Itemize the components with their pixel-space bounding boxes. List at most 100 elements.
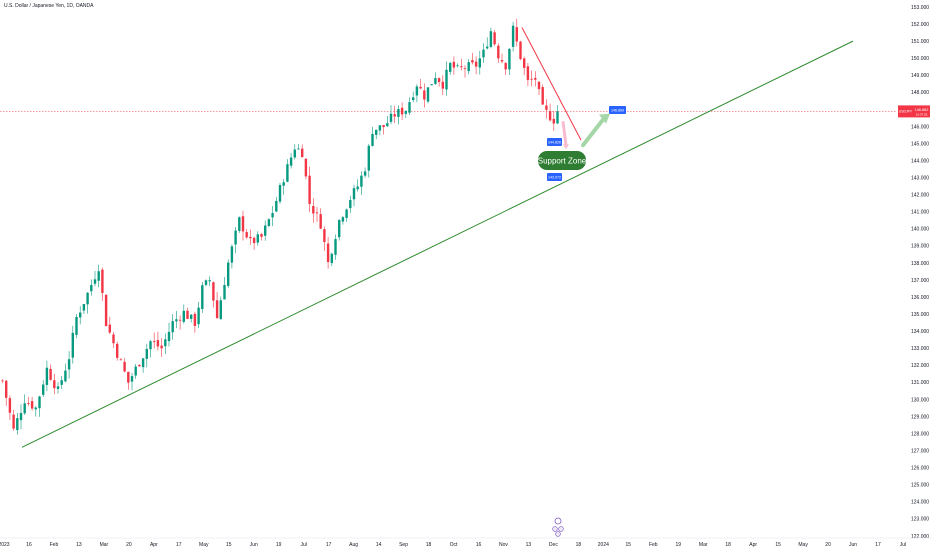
- price-tick-label: 153.000: [911, 5, 929, 11]
- candle-body: [27, 403, 30, 404]
- time-axis[interactable]: 2023 16 Feb 13 Mar 20 Apr 17 May 15 Jun 19 Jul 17 Aug 1…: [0, 542, 906, 548]
- event-marker-icon[interactable]: [558, 526, 564, 532]
- candle-body: [308, 175, 311, 204]
- candle-body: [64, 370, 67, 382]
- candle-body: [412, 97, 415, 101]
- projection-arrow: [561, 113, 610, 150]
- time-tick-label: Jul: [900, 542, 906, 548]
- candle-body: [530, 78, 533, 80]
- time-tick-label: 18: [725, 542, 731, 548]
- time-tick-label: Mar: [699, 542, 708, 548]
- price-tick-label: 124.000: [911, 500, 929, 506]
- candle-body: [241, 216, 245, 232]
- candle-body: [345, 209, 348, 218]
- time-tick-label: 18: [576, 542, 582, 548]
- candle-body: [219, 300, 222, 320]
- candle-body: [90, 285, 93, 292]
- candle-body: [71, 332, 74, 358]
- candle-body: [93, 279, 97, 284]
- candle-body: [323, 229, 326, 243]
- candle-body: [397, 109, 400, 117]
- price-tick-label: 132.000: [911, 363, 929, 369]
- candle-body: [378, 125, 382, 131]
- candle-body: [145, 348, 148, 359]
- price-tick-label: 135.000: [911, 312, 929, 318]
- candle-body: [42, 384, 45, 395]
- candle-body: [160, 345, 163, 349]
- svg-text:143.972: 143.972: [548, 176, 561, 180]
- price-tick-label: 134.000: [911, 329, 929, 335]
- price-tick-label: 139.000: [911, 244, 929, 250]
- candles: [1, 18, 559, 435]
- candle-body: [256, 234, 259, 243]
- candle-body: [504, 62, 507, 70]
- chart-title: U.S. Dollar / Japanese Yen, 1D, OANDA: [4, 3, 94, 9]
- candle-body: [215, 300, 219, 319]
- price-tick-label: 143.000: [911, 175, 929, 181]
- time-tick-label: Apr: [150, 542, 158, 548]
- time-tick-label: 20: [825, 542, 831, 548]
- candle-body: [97, 271, 100, 281]
- price-tick-label: 127.000: [911, 448, 929, 454]
- time-tick-label: 15: [626, 542, 632, 548]
- event-marker-icon[interactable]: [555, 531, 561, 537]
- price-tick-label: 126.000: [911, 466, 929, 472]
- candle-body: [441, 81, 444, 89]
- candle-body: [116, 343, 119, 358]
- candle-body: [293, 149, 296, 158]
- time-tick-label: Jun: [849, 542, 857, 548]
- candle-body: [197, 307, 200, 325]
- candle-body: [60, 380, 63, 385]
- event-marker-icon[interactable]: [554, 517, 562, 525]
- candle-body: [449, 62, 452, 72]
- candle-body: [393, 114, 396, 117]
- candle-body: [260, 234, 263, 237]
- candle-body: [190, 314, 193, 319]
- candle-body: [286, 164, 289, 182]
- time-tick-label: 15: [775, 542, 781, 548]
- candle-body: [252, 237, 256, 244]
- time-tick-label: 17: [875, 542, 881, 548]
- candle-body: [167, 331, 171, 342]
- candle-body: [23, 403, 26, 414]
- candle-body: [16, 418, 19, 431]
- candle-body: [493, 32, 496, 45]
- time-tick-label: Dec: [549, 542, 558, 548]
- time-tick-label: 17: [326, 542, 332, 548]
- time-tick-label: 19: [675, 542, 681, 548]
- candle-body: [367, 145, 370, 171]
- price-tick-label: 148.000: [911, 90, 929, 96]
- time-tick-label: 20: [126, 542, 132, 548]
- candle-body: [127, 371, 130, 383]
- candle-body: [208, 280, 211, 282]
- candle-body: [534, 78, 537, 80]
- price-tick-label: 122.000: [911, 534, 929, 540]
- candle-body: [360, 175, 363, 187]
- candle-body: [153, 341, 156, 343]
- event-marker-icon[interactable]: [552, 526, 558, 532]
- price-tick-label: 133.000: [911, 346, 929, 352]
- current-price-tag: USDJPY 146.882 16:37:25: [898, 105, 930, 118]
- candle-body: [19, 413, 23, 421]
- event-markers[interactable]: [552, 517, 564, 537]
- price-tick-label: 141.000: [911, 210, 929, 216]
- candle-body: [356, 186, 359, 190]
- candle-body: [326, 243, 330, 262]
- candle-body: [249, 236, 252, 239]
- candle-body: [312, 206, 315, 214]
- candle-body: [5, 380, 8, 398]
- candle-body: [34, 407, 37, 410]
- target-price-tag: 146.899: [609, 106, 626, 114]
- candle-body: [349, 200, 352, 209]
- support-zone[interactable]: Support Zone: [538, 151, 587, 170]
- candle-body: [212, 282, 215, 301]
- time-tick-label: 16: [476, 542, 482, 548]
- candle-body: [419, 86, 422, 89]
- candle-body: [204, 280, 208, 285]
- time-tick-label: Sep: [399, 542, 408, 548]
- rising-trendline[interactable]: [21, 40, 854, 448]
- falling-resistance-line[interactable]: [521, 27, 582, 141]
- candle-body: [1, 380, 4, 382]
- price-tick-label: 142.000: [911, 193, 929, 199]
- candle-body: [304, 158, 308, 177]
